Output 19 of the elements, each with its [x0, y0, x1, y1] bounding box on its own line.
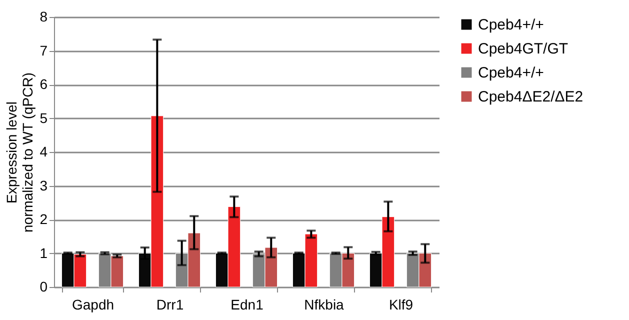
y-tick-label: 3 — [40, 177, 48, 194]
x-tick-label: Nfkbia — [304, 296, 344, 312]
y-tick-label: 7 — [40, 42, 48, 58]
x-tick-label: Drr1 — [156, 296, 184, 312]
x-tick-label: Edn1 — [230, 296, 264, 312]
legend-label: Cpeb4GT/GT — [478, 40, 568, 58]
legend-label: Cpeb4+/+ — [478, 16, 544, 34]
x-tick-label: Gapdh — [72, 296, 114, 312]
legend-label: Cpeb4ΔE2/ΔE2 — [478, 88, 584, 106]
y-tick-label: 5 — [40, 110, 48, 126]
y-axis-title: Expression level normalized to WT (qPCR) — [4, 72, 36, 233]
y-tick-label: 2 — [40, 211, 48, 227]
y-tick-label: 1 — [40, 244, 48, 261]
y-tick-label: 6 — [40, 76, 48, 92]
legend-label: Cpeb4+/+ — [478, 64, 544, 82]
y-tick-label: 4 — [40, 144, 48, 160]
x-tick-label: Klf9 — [388, 296, 414, 312]
y-tick-label: 8 — [40, 8, 48, 24]
y-tick-label: 0 — [40, 278, 48, 294]
